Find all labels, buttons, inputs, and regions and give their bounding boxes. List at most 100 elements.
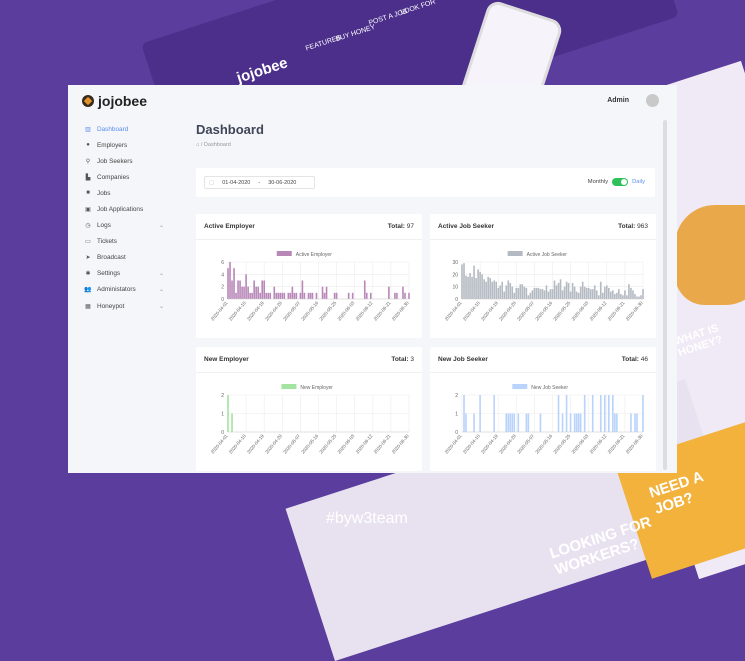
y-tick-label: 1 <box>221 412 224 418</box>
x-tick-label: 2020-05-07 <box>516 300 535 322</box>
bar <box>539 413 542 432</box>
bar <box>603 395 606 432</box>
bar <box>593 285 596 299</box>
bar <box>561 290 564 299</box>
period-toggle[interactable] <box>612 178 629 186</box>
bar <box>549 289 552 299</box>
x-tick-label: 2020-05-16 <box>300 300 319 322</box>
sidebar-item-label: Honeypot <box>97 302 125 310</box>
bar <box>402 286 404 299</box>
home-icon[interactable]: ⌂ <box>196 142 200 148</box>
user-search-icon: ⚲ <box>85 158 91 165</box>
total-value: 3 <box>410 356 414 363</box>
avatar[interactable] <box>646 94 659 107</box>
sidebar-item-label: Dashboard <box>97 125 129 133</box>
logo-icon <box>82 95 94 107</box>
chevron-down-icon[interactable]: ⌄ <box>158 303 164 310</box>
sidebar-item-job-applications[interactable]: ▣ Job Applications <box>84 201 164 217</box>
sidebar-item-jobs[interactable]: ■ Jobs <box>84 185 164 201</box>
sidebar-item-honeypot[interactable]: ▦ Honeypot ⌄ <box>84 298 164 314</box>
app-window: jojobee Admin ▥ Dashboard ● Employers ⚲ Job S… <box>68 85 677 473</box>
bar <box>575 291 578 299</box>
date-separator: - <box>258 179 261 186</box>
sidebar-item-companies[interactable]: ▙ Companies <box>84 169 164 185</box>
sidebar-item-settings[interactable]: ✱ Settings ⌄ <box>84 266 164 282</box>
user-icon: ● <box>86 142 90 149</box>
bar <box>569 413 572 432</box>
history-icon: ◷ <box>85 223 91 230</box>
bar <box>612 395 614 432</box>
bar <box>597 295 600 299</box>
bar <box>265 292 268 299</box>
bar <box>289 292 292 299</box>
x-tick-label: 2020-05-16 <box>534 433 553 455</box>
bar <box>287 292 290 299</box>
sidebar-item-label: Tickets <box>97 238 118 246</box>
chevron-down-icon[interactable]: ⌄ <box>158 223 164 230</box>
sidebar-item-administators[interactable]: 👥 Administators ⌄ <box>84 282 164 298</box>
brand-logo[interactable]: jojobee <box>82 93 147 109</box>
sidebar-item-label: Job Seekers <box>97 157 133 165</box>
scrollbar[interactable] <box>663 120 667 470</box>
bar <box>589 289 592 299</box>
bar <box>636 296 638 299</box>
bar <box>485 281 487 299</box>
total-label: Total: <box>621 356 639 363</box>
bar <box>473 265 475 299</box>
user-name[interactable]: Admin <box>607 97 629 104</box>
sidebar-item-employers[interactable]: ● Employers <box>84 137 164 153</box>
bar <box>249 292 251 299</box>
bar <box>551 289 554 299</box>
total-label: Total: <box>387 223 405 230</box>
chart-total: Total: 46 <box>622 356 648 363</box>
chart-title: New Job Seeker <box>438 356 488 363</box>
x-tick-label: 2020-05-25 <box>318 300 337 322</box>
bar <box>245 274 247 299</box>
date-range-input[interactable]: ▢ 01-04-2020 - 30-06-2020 <box>204 176 315 189</box>
sidebar-item-broadcast[interactable]: ➤ Broadcast <box>84 250 164 266</box>
bar <box>573 413 576 432</box>
x-tick-label: 2020-06-30 <box>391 433 410 455</box>
bar <box>608 287 610 299</box>
bar <box>257 286 259 299</box>
bar <box>461 264 463 299</box>
bar <box>227 268 229 299</box>
bar <box>642 289 644 299</box>
sidebar-item-logs[interactable]: ◷ Logs ⌄ <box>84 218 164 234</box>
bar <box>239 280 241 299</box>
chart-card-new-employer: New Employer Total: 3 New Employer 0 1 2 2020-… <box>196 347 422 471</box>
x-tick-label: 2020-04-01 <box>210 300 229 322</box>
x-tick-label: 2020-06-03 <box>337 300 356 322</box>
x-tick-label: 2020-06-30 <box>391 300 410 322</box>
bar <box>513 292 516 299</box>
x-tick-label: 2020-04-19 <box>480 433 499 455</box>
chevron-down-icon[interactable]: ⌄ <box>158 287 164 294</box>
bar <box>614 413 616 432</box>
sidebar-item-label: Settings <box>97 270 121 278</box>
bar <box>315 292 318 299</box>
x-tick-label: 2020-06-21 <box>607 433 626 455</box>
bar <box>505 413 508 432</box>
bar <box>467 276 469 299</box>
bar <box>351 292 354 299</box>
sidebar-item-tickets[interactable]: ▭ Tickets <box>84 234 164 250</box>
bar <box>283 292 286 299</box>
sidebar-item-dashboard[interactable]: ▥ Dashboard <box>84 121 164 137</box>
sidebar-item-job-seekers[interactable]: ⚲ Job Seekers <box>84 153 164 169</box>
bar <box>279 292 282 299</box>
x-tick-label: 2020-04-28 <box>498 433 517 455</box>
x-tick-label: 2020-04-01 <box>444 300 463 322</box>
y-tick-label: 0 <box>455 297 458 303</box>
start-date: 01-04-2020 <box>222 179 251 186</box>
bar <box>527 413 530 432</box>
bar <box>543 290 546 299</box>
bar <box>638 296 640 299</box>
chevron-down-icon[interactable]: ⌄ <box>158 271 164 278</box>
ticket-icon: ▭ <box>85 239 91 246</box>
bar <box>612 290 614 299</box>
end-date: 30-06-2020 <box>268 179 297 186</box>
bar <box>628 284 630 299</box>
bar <box>237 280 239 299</box>
x-tick-label: 2020-05-07 <box>516 433 535 455</box>
